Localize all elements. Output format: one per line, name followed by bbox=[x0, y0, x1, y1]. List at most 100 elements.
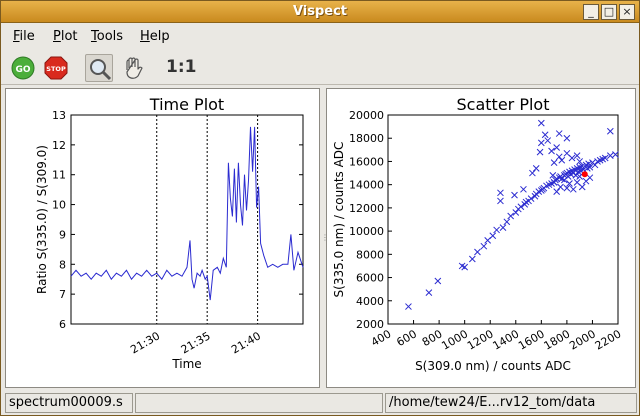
status-path: /home/tew24/E...rv12_tom/data bbox=[385, 393, 637, 413]
scatter-plot: Scatter Plot 2000 4000 6000 8000 10000 12000 14… bbox=[332, 95, 624, 373]
scatter-point bbox=[568, 154, 576, 162]
stop-button[interactable]: STOP bbox=[42, 54, 70, 82]
scatter-point bbox=[537, 139, 545, 147]
scatter-point bbox=[499, 224, 507, 231]
scatter-xtick-label-9: 2200 bbox=[593, 327, 624, 352]
time-ytick-label-4: 10 bbox=[52, 199, 66, 212]
scatter-point bbox=[555, 153, 563, 161]
scatter-point bbox=[563, 184, 571, 192]
time-ytick-label-2: 8 bbox=[59, 258, 66, 271]
zoom-icon bbox=[90, 59, 112, 81]
scatter-point bbox=[573, 152, 581, 159]
scatter-ytick-label-8: 18000 bbox=[349, 132, 384, 145]
menu-help[interactable]: Help bbox=[140, 29, 170, 44]
scatter-point bbox=[537, 119, 545, 127]
menu-tools[interactable]: Tools bbox=[91, 29, 124, 44]
scatter-point bbox=[461, 263, 469, 271]
scatter-ytick-label-2: 6000 bbox=[356, 272, 384, 285]
scatter-point bbox=[503, 218, 511, 226]
scatter-point bbox=[563, 134, 571, 142]
time-plot-title: Time Plot bbox=[149, 95, 224, 114]
scatter-plot-title: Scatter Plot bbox=[457, 95, 550, 114]
scatter-point bbox=[434, 277, 442, 285]
time-ytick-label-7: 13 bbox=[52, 109, 66, 122]
time-xtick-label-2: 21:40 bbox=[229, 329, 263, 356]
menu-file[interactable]: File bbox=[13, 29, 35, 44]
scatter-point bbox=[529, 169, 536, 177]
scatter-plot-panel[interactable]: Scatter Plot 2000 4000 6000 8000 10000 12000 14… bbox=[326, 88, 636, 388]
stop-icon: STOP bbox=[44, 56, 68, 80]
scatter-point bbox=[425, 289, 433, 297]
time-plot: Time Plot 6 7 8 9 10 11 12 13 21:30 21:35 21:40 Time… bbox=[35, 95, 304, 371]
scatter-ytick-label-7: 16000 bbox=[349, 155, 384, 168]
scatter-point bbox=[576, 158, 584, 165]
status-middle bbox=[135, 393, 383, 413]
close-icon[interactable]: × bbox=[619, 4, 635, 20]
scatter-point bbox=[560, 176, 568, 184]
time-ytick-label-6: 12 bbox=[52, 139, 66, 152]
scatter-point bbox=[566, 180, 573, 187]
scatter-point bbox=[601, 154, 609, 162]
scatter-point bbox=[606, 152, 614, 159]
scatter-point bbox=[578, 162, 586, 170]
scatter-point bbox=[512, 209, 520, 216]
scatter-ytick-label-4: 10000 bbox=[349, 225, 384, 238]
scatter-point bbox=[497, 197, 504, 205]
toolbar: GO STOP 1:1 bbox=[1, 49, 639, 85]
scatter-point bbox=[468, 255, 476, 263]
scatter-ytick-label-0: 2000 bbox=[356, 318, 384, 331]
minimize-icon[interactable]: _ bbox=[583, 4, 599, 20]
scatter-highlight-point bbox=[581, 171, 588, 178]
scatter-point bbox=[536, 148, 544, 156]
scatter-point bbox=[541, 131, 549, 139]
scatter-point bbox=[606, 127, 614, 135]
scatter-point bbox=[489, 232, 497, 240]
scatter-point bbox=[520, 185, 527, 193]
scatter-point bbox=[550, 178, 558, 186]
time-ytick-label-3: 9 bbox=[59, 228, 66, 241]
pane-splitter[interactable]: ⋮ bbox=[321, 233, 329, 242]
time-ytick-label-5: 11 bbox=[52, 169, 66, 182]
scatter-point bbox=[586, 174, 594, 182]
pan-button[interactable] bbox=[119, 54, 147, 82]
scatter-xtick-label-1: 600 bbox=[394, 327, 419, 349]
scatter-point bbox=[558, 156, 566, 164]
scatter-point bbox=[549, 172, 557, 179]
scatter-point bbox=[550, 159, 558, 166]
scatter-ytick-label-6: 14000 bbox=[349, 179, 384, 192]
zoom-ratio-button[interactable]: 1:1 bbox=[166, 57, 197, 77]
scatter-point bbox=[585, 160, 592, 168]
scatter-point bbox=[511, 191, 518, 199]
maximize-icon[interactable]: □ bbox=[601, 4, 617, 20]
time-plot-axes bbox=[70, 114, 304, 325]
status-bar: spectrum00009.s /home/tew24/E...rv12_tom… bbox=[1, 391, 639, 415]
menu-plot[interactable]: Plot bbox=[53, 29, 78, 44]
go-icon: GO bbox=[11, 56, 35, 80]
scatter-point bbox=[612, 151, 619, 158]
time-xtick-label-0: 21:30 bbox=[128, 329, 162, 356]
scatter-point bbox=[474, 248, 481, 256]
time-plot-panel[interactable]: Time Plot 6 7 8 9 10 11 12 13 21:30 21:35 21:40 Time… bbox=[5, 88, 320, 388]
scatter-ytick-label-1: 4000 bbox=[356, 295, 384, 308]
scatter-point bbox=[532, 165, 540, 172]
scatter-ytick-label-9: 20000 bbox=[349, 109, 384, 122]
scatter-point bbox=[557, 183, 564, 191]
scatter-point bbox=[405, 303, 412, 310]
status-spectrum: spectrum00009.s bbox=[5, 393, 133, 413]
go-button[interactable]: GO bbox=[9, 54, 37, 82]
scatter-ytick-label-5: 12000 bbox=[349, 202, 384, 215]
stop-label: STOP bbox=[46, 65, 66, 73]
time-ytick-label-1: 7 bbox=[59, 288, 66, 301]
scatter-point bbox=[576, 173, 584, 180]
go-label: GO bbox=[15, 65, 30, 75]
zoom-button[interactable] bbox=[85, 54, 113, 82]
title-bar[interactable]: Vispect _ □ × bbox=[1, 1, 639, 23]
scatter-xlabel: S(309.0 nm) / counts ADC bbox=[415, 359, 571, 373]
scatter-point bbox=[586, 163, 594, 171]
scatter-point bbox=[480, 242, 488, 250]
menu-bar: File Plot Tools Help bbox=[1, 24, 639, 48]
time-xlabel: Time bbox=[171, 357, 201, 371]
scatter-point bbox=[497, 189, 504, 197]
scatter-ylabel: S(335.0 nm) / counts ADC bbox=[332, 142, 346, 298]
pan-hand-icon bbox=[126, 57, 143, 79]
